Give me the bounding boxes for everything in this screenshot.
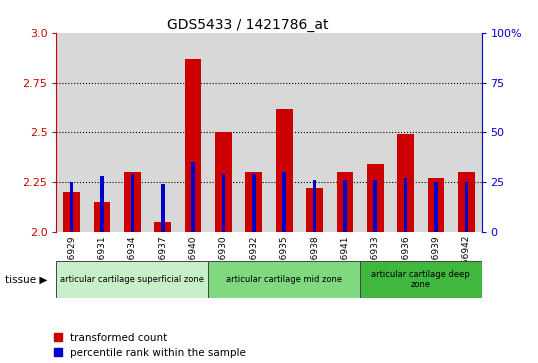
- Bar: [434, 182, 438, 232]
- Bar: [222, 175, 225, 232]
- Bar: [56, 261, 208, 298]
- Bar: [373, 180, 377, 232]
- Bar: [70, 182, 74, 232]
- Bar: [451, 33, 482, 232]
- Bar: [421, 33, 451, 232]
- Bar: [299, 33, 330, 232]
- Bar: [56, 33, 87, 232]
- Bar: [117, 33, 147, 232]
- Bar: [161, 184, 165, 232]
- Bar: [208, 33, 239, 232]
- Bar: [239, 33, 269, 232]
- Bar: [94, 203, 110, 232]
- Text: tissue ▶: tissue ▶: [5, 274, 48, 285]
- Bar: [154, 222, 171, 232]
- Bar: [178, 33, 208, 232]
- Text: GDS5433 / 1421786_at: GDS5433 / 1421786_at: [167, 18, 328, 32]
- Bar: [391, 33, 421, 232]
- Bar: [360, 33, 391, 232]
- Bar: [63, 192, 80, 232]
- Bar: [131, 175, 134, 232]
- Bar: [313, 180, 316, 232]
- Legend: transformed count, percentile rank within the sample: transformed count, percentile rank withi…: [54, 333, 246, 358]
- Bar: [87, 33, 117, 232]
- Bar: [147, 33, 178, 232]
- Text: articular cartilage superficial zone: articular cartilage superficial zone: [60, 275, 204, 284]
- Bar: [192, 163, 195, 232]
- Text: articular cartilage deep
zone: articular cartilage deep zone: [371, 270, 470, 289]
- Bar: [245, 172, 262, 232]
- Bar: [215, 132, 232, 232]
- Text: articular cartilage mid zone: articular cartilage mid zone: [226, 275, 342, 284]
- Bar: [464, 182, 468, 232]
- Bar: [458, 172, 475, 232]
- Bar: [343, 180, 346, 232]
- Bar: [428, 179, 444, 232]
- Bar: [208, 261, 360, 298]
- Bar: [404, 179, 407, 232]
- Bar: [252, 175, 256, 232]
- Bar: [330, 33, 360, 232]
- Bar: [124, 172, 141, 232]
- Bar: [282, 172, 286, 232]
- Bar: [185, 58, 201, 232]
- Bar: [367, 164, 384, 232]
- Bar: [397, 134, 414, 232]
- Bar: [276, 109, 293, 232]
- Bar: [269, 33, 299, 232]
- Bar: [100, 176, 104, 232]
- Bar: [306, 188, 323, 232]
- Bar: [360, 261, 482, 298]
- Bar: [337, 172, 353, 232]
